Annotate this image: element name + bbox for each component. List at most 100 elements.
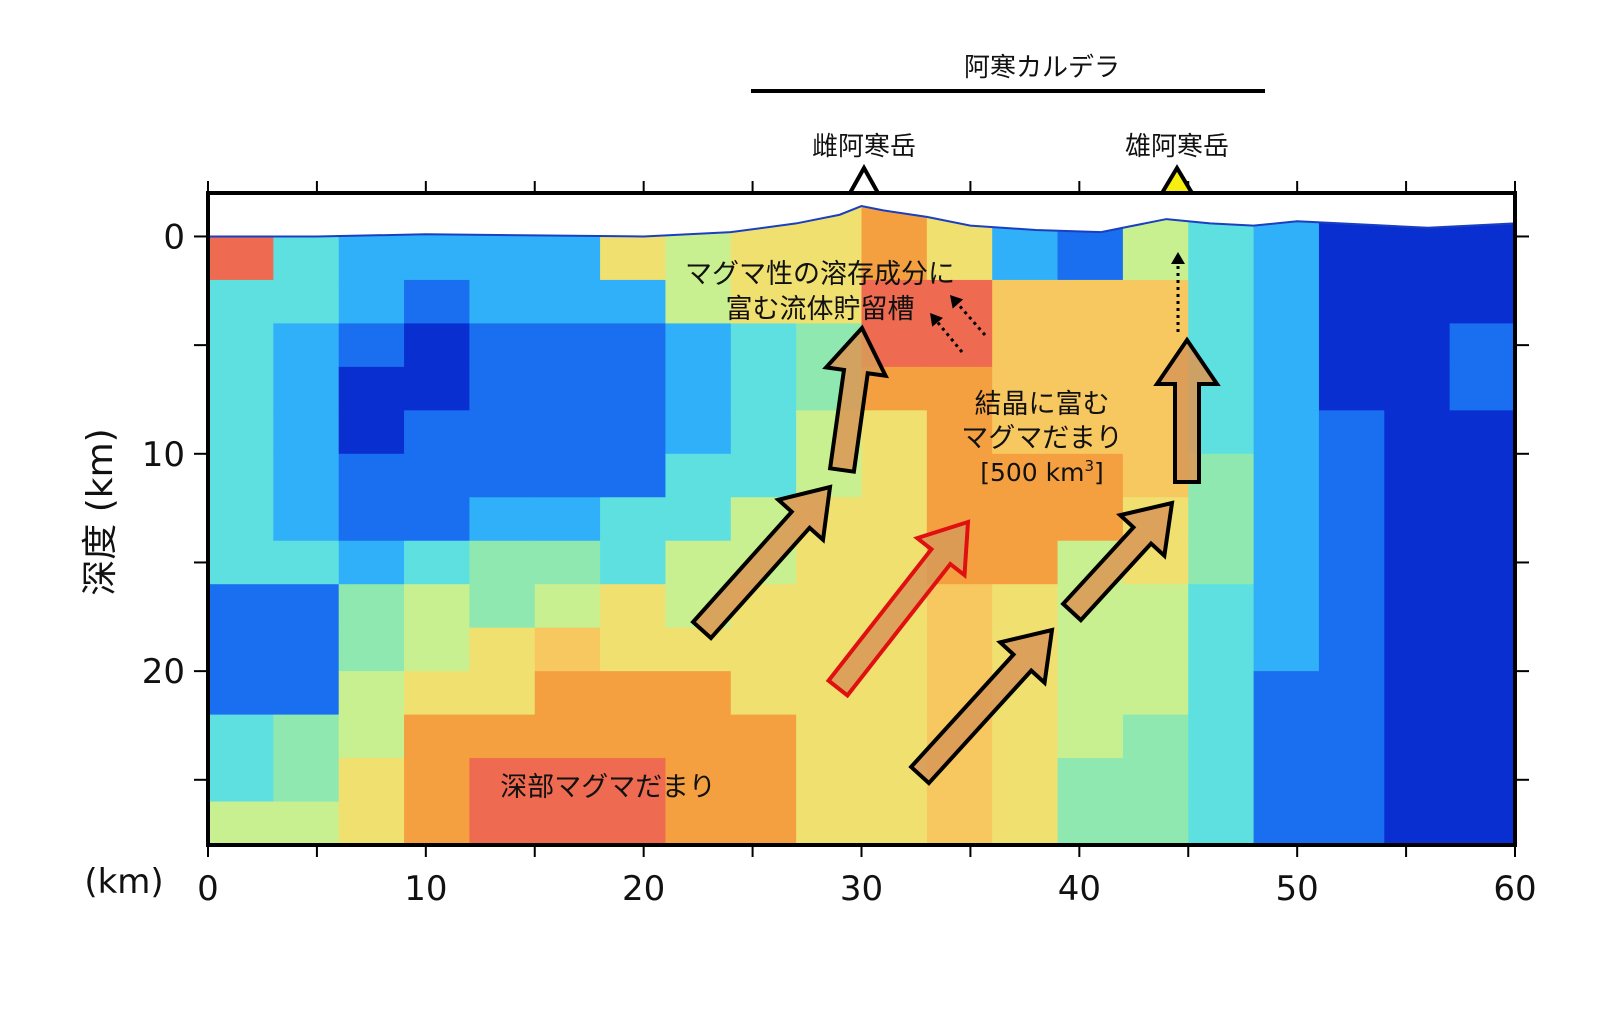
heatmap-cell — [273, 801, 340, 846]
heatmap-cell — [1449, 714, 1516, 759]
heatmap-cell — [1449, 323, 1516, 368]
heatmap-cell — [665, 453, 732, 498]
heatmap-cell — [338, 453, 405, 498]
heatmap-cell — [861, 279, 928, 324]
heatmap-cell — [1253, 453, 1320, 498]
heatmap-cell — [469, 366, 536, 411]
heatmap-cell — [665, 323, 732, 368]
heatmap-cell — [1253, 366, 1320, 411]
heatmap-cell — [926, 410, 993, 455]
deep-magma-label: 深部マグマだまり — [500, 772, 715, 803]
heatmap-cell — [1188, 671, 1255, 716]
heatmap-cell — [992, 410, 1059, 455]
heatmap-cell — [1188, 758, 1255, 803]
heatmap-cell — [992, 801, 1059, 846]
heatmap-cell — [1253, 671, 1320, 716]
heatmap-cell — [208, 323, 274, 368]
heatmap-cell — [730, 714, 797, 759]
heatmap-cell — [730, 323, 797, 368]
heatmap-cell — [404, 671, 470, 716]
heatmap-cell — [730, 671, 797, 716]
heatmap-cell — [730, 279, 797, 324]
crystal-mush-label-1: 結晶に富む — [975, 389, 1110, 420]
heatmap-cell — [534, 671, 601, 716]
topography-mask — [208, 193, 1515, 237]
heatmap-cell — [992, 366, 1059, 411]
heatmap-cell — [1057, 801, 1124, 846]
axis-ticks: 0 10 20 30 40 50 60 0 10 20 — [142, 181, 1537, 909]
heatmap-cell — [1449, 584, 1516, 629]
heatmap-cell — [600, 279, 666, 324]
heatmap-cell — [534, 323, 601, 368]
heatmap-cell — [926, 627, 993, 672]
heatmap-cell — [1253, 497, 1320, 542]
heatmap-cell — [1449, 279, 1516, 324]
heatmap-cell — [1318, 671, 1385, 716]
heatmap-cell — [338, 758, 405, 803]
heatmap-cell — [1188, 279, 1255, 324]
arrowhead-icon — [950, 295, 964, 309]
heatmap-cell — [1384, 366, 1451, 411]
heatmap-cell — [730, 627, 797, 672]
heatmap-cell — [273, 366, 340, 411]
resistivity-heatmap — [208, 193, 1516, 846]
x-axis-unit: (km) — [84, 862, 163, 902]
heatmap-cell — [1057, 410, 1124, 455]
heatmap-cell — [404, 410, 470, 455]
heatmap-cell — [338, 279, 405, 324]
heatmap-cell — [404, 366, 470, 411]
heatmap-cell — [1318, 714, 1385, 759]
heatmap-cell — [992, 540, 1059, 585]
heatmap-cell — [1122, 801, 1189, 846]
y-axis-label: 深度 (km) — [80, 428, 121, 595]
heatmap-cell — [1122, 671, 1189, 716]
heatmap-cell — [534, 279, 601, 324]
heatmap-cell — [796, 714, 862, 759]
heatmap-cell — [1253, 714, 1320, 759]
heatmap-cell — [665, 758, 732, 803]
heatmap-cell — [600, 627, 666, 672]
heatmap-cell — [861, 410, 928, 455]
x-tick-label: 40 — [1058, 869, 1101, 909]
highlight-block-arrow-icon — [825, 519, 971, 699]
heatmap-cell — [469, 758, 536, 803]
heatmap-cell — [1384, 714, 1451, 759]
heatmap-cell — [1253, 540, 1320, 585]
heatmap-cell — [208, 497, 274, 542]
heatmap-cell — [1122, 584, 1189, 629]
heatmap-cell — [926, 366, 993, 411]
heatmap-cell — [1122, 758, 1189, 803]
heatmap-cell — [992, 714, 1059, 759]
heatmap-cell — [665, 410, 732, 455]
heatmap-cell — [1384, 323, 1451, 368]
heatmap-cell — [861, 714, 928, 759]
heatmap-cell — [1188, 714, 1255, 759]
heatmap-cell — [1188, 497, 1255, 542]
caldera-label: 阿寒カルデラ — [964, 53, 1120, 83]
arrowhead-icon — [930, 313, 944, 327]
heatmap-cell — [861, 801, 928, 846]
heatmap-cell — [1057, 671, 1124, 716]
heatmap-cell — [534, 584, 601, 629]
heatmap-cell — [208, 627, 274, 672]
heatmap-cell — [796, 584, 862, 629]
heatmap-cell — [208, 714, 274, 759]
heatmap-cell — [796, 540, 862, 585]
y-tick-label: 10 — [142, 435, 185, 475]
heatmap-cell — [534, 540, 601, 585]
heatmap-cell — [600, 758, 666, 803]
heatmap-cell — [1318, 627, 1385, 672]
heatmap-cell — [338, 627, 405, 672]
heatmap-cell — [404, 584, 470, 629]
heatmap-cell — [273, 497, 340, 542]
crystal-mush-label-2: マグマだまり — [961, 423, 1122, 454]
heatmap-cell — [992, 497, 1059, 542]
heatmap-cell — [1449, 410, 1516, 455]
heatmap-cell — [796, 801, 862, 846]
heatmap-cell — [469, 453, 536, 498]
heatmap-cell — [861, 497, 928, 542]
heatmap-cell — [600, 453, 666, 498]
heatmap-cell — [992, 323, 1059, 368]
heatmap-cell — [1318, 540, 1385, 585]
heatmap-cell — [861, 453, 928, 498]
